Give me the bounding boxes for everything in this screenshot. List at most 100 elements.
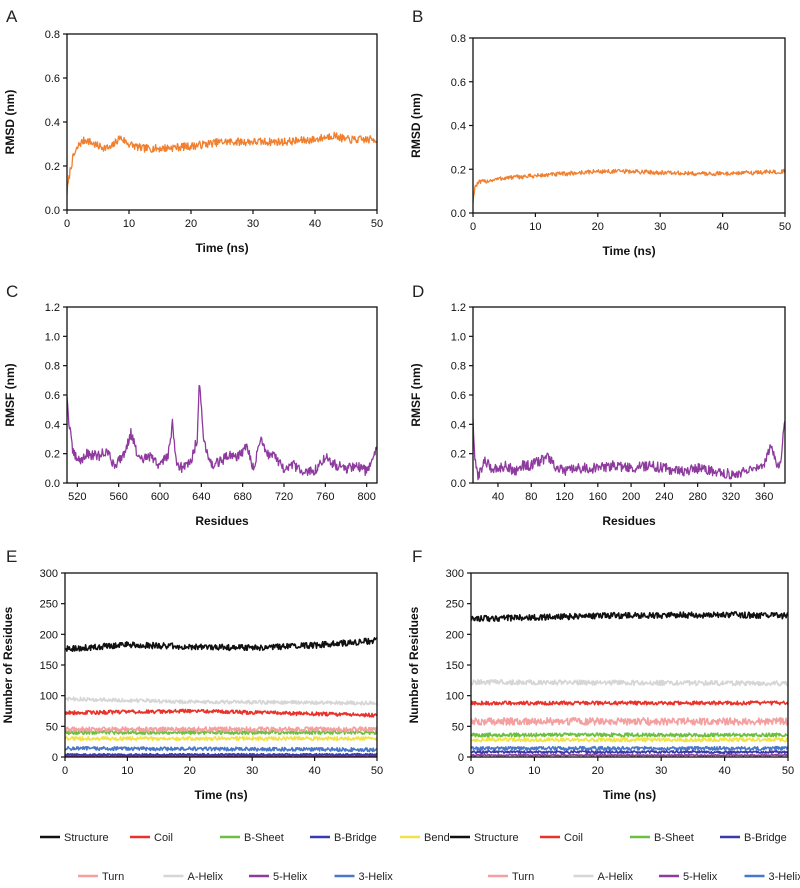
legend-label-b-bridge: B-Bridge [744,832,787,844]
chart-a-xlabel: Time (ns) [195,241,248,255]
chart-a-xtick-label: 40 [309,218,321,230]
chart-e-series-3-helix [65,745,377,753]
panel-letter-e: E [6,547,17,566]
legend-label-b-bridge: B-Bridge [334,832,377,844]
chart-c-ytick-label: 1.2 [45,302,60,314]
chart-f-xtick-label: 40 [718,765,730,777]
chart-c-xtick-label: 560 [109,491,127,503]
legend-left: Structure Coil B-Sheet B-Bridge Bend Turn A-He… [40,832,450,883]
chart-f-xtick-label: 10 [528,765,540,777]
chart-d-ytick-label: 0.6 [451,390,466,402]
chart-a-ytick-label: 0.6 [45,73,60,85]
chart-d-ytick-label: 0.8 [451,361,466,373]
chart-e-xtick-label: 30 [246,765,258,777]
legend-label-b-sheet: B-Sheet [244,832,284,844]
chart-e-xtick-label: 50 [371,765,383,777]
chart-e-xtick-label: 0 [62,765,68,777]
chart-a-series-group [67,131,377,195]
chart-c: 0.0 0.2 0.4 0.6 0.8 1.0 1.2 520 560 600 640 680 720 7… [3,302,378,528]
chart-e-series-turn [65,726,377,733]
chart-c-xtick-label: 720 [275,491,293,503]
legend-label-coil: Coil [154,832,173,844]
chart-e-ytick-label: 200 [40,629,58,641]
panel-letter-f: F [412,547,422,566]
chart-f-ytick-label: 0 [458,752,464,764]
chart-b-frame [472,37,786,214]
chart-c-xtick-label: 600 [151,491,169,503]
chart-a-xtick-label: 50 [371,218,383,230]
chart-d-xtick-label: 120 [555,491,573,503]
chart-e-series-5-helix [65,754,377,757]
chart-c-xtick-label: 760 [316,491,334,503]
chart-f-series-group [471,611,788,757]
chart-d-xtick-label: 160 [589,491,607,503]
chart-e-series-group [65,637,377,757]
chart-f-series-a-helix [471,678,788,687]
chart-e-ytick-label: 300 [40,568,58,580]
chart-e-xtick-label: 10 [121,765,133,777]
chart-e-ytick-label: 100 [40,691,58,703]
chart-c-ytick-label: 0.6 [45,390,60,402]
chart-b-xtick-label: 30 [654,221,666,233]
chart-a-ytick-label: 0.0 [45,205,60,217]
legend-label-coil: Coil [564,832,583,844]
chart-e-xtick-label: 40 [308,765,320,777]
chart-f-series-b-sheet [471,732,788,738]
chart-b-series-rmsd [473,168,785,204]
chart-d-xlabel: Residues [602,514,656,528]
chart-d-xtick-label: 240 [655,491,673,503]
chart-f-ytick-label: 200 [446,629,464,641]
legend-label-5-helix: 5-Helix [273,871,308,883]
chart-f-xtick-label: 30 [655,765,667,777]
chart-f-series-turn [471,716,788,726]
chart-f-series-5-helix [471,753,788,757]
legend-label-5-helix: 5-Helix [683,871,718,883]
chart-a-xtick-label: 0 [64,218,70,230]
chart-b: 0.0 0.2 0.4 0.6 0.8 0 10 20 30 40 50 Time (ns) RMSD … [409,33,791,258]
chart-e-ytick-label: 250 [40,599,58,611]
chart-a: 0.0 0.2 0.4 0.6 0.8 0 10 20 30 40 50 Time (ns) RMSD … [3,29,383,255]
chart-e-series-a-helix [65,696,377,706]
chart-c-xlabel: Residues [195,514,249,528]
chart-b-xtick-label: 20 [592,221,604,233]
legend-label-structure: Structure [474,832,519,844]
chart-a-xtick-label: 10 [123,218,135,230]
chart-b-ytick-label: 0.2 [451,164,466,176]
chart-b-ytick-label: 0.4 [451,121,466,133]
chart-e-ytick-label: 150 [40,660,58,672]
chart-a-xtick-label: 30 [247,218,259,230]
chart-a-series-rmsd [67,131,377,195]
chart-b-xtick-label: 40 [716,221,728,233]
chart-f-ytick-label: 250 [446,599,464,611]
legend-label-structure: Structure [64,832,109,844]
chart-a-ytick-label: 0.8 [45,29,60,41]
panel-letter-b: B [412,7,423,26]
legend-label-b-sheet: B-Sheet [654,832,694,844]
chart-b-xtick-label: 50 [779,221,791,233]
chart-c-frame [66,306,378,484]
legend-label-3-helix: 3-Helix [359,871,394,883]
chart-d-ytick-label: 1.2 [451,302,466,314]
chart-d: 0.0 0.2 0.4 0.6 0.8 1.0 1.2 40 80 120 160 200 240 280… [409,302,786,528]
chart-e-ylabel: Number of Residues [1,606,15,723]
legend-label-a-helix: A-Helix [598,871,634,883]
chart-e-series-coil [65,708,377,718]
legend-right: StructureCoilB-SheetB-BridgeBendTurnA-He… [450,832,800,883]
chart-c-series-group [67,384,377,477]
chart-e-xlabel: Time (ns) [194,788,247,802]
chart-f-xtick-label: 50 [782,765,794,777]
chart-b-ylabel: RMSD (nm) [409,93,423,158]
legend-label-a-helix: A-Helix [188,871,224,883]
chart-c-ytick-label: 0.0 [45,478,60,490]
chart-e-series-b-bridge [65,752,377,757]
chart-f-series-structure [471,611,788,623]
chart-f-series-coil [471,700,788,706]
chart-d-xtick-label: 360 [755,491,773,503]
chart-b-ytick-label: 0.6 [451,77,466,89]
chart-a-frame [66,33,378,211]
chart-b-series-group [473,168,785,204]
chart-f: 0 50 100 150 200 250 300 0 10 20 30 40 50 Time (ns) Nu… [407,568,794,802]
chart-d-ytick-label: 0.2 [451,449,466,461]
chart-f-frame [470,572,789,758]
chart-f-ytick-label: 50 [452,721,464,733]
